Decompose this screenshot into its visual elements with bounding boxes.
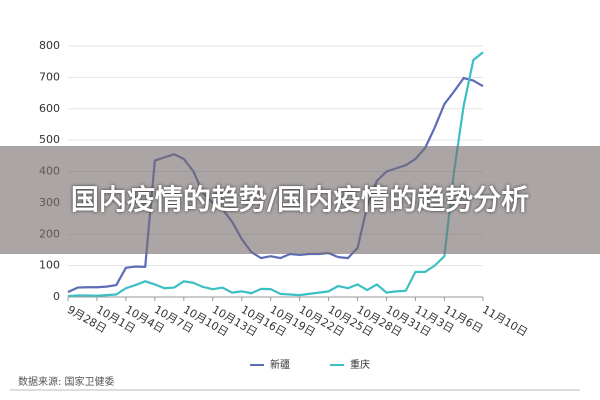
y-tick-label: 500 (39, 133, 60, 146)
legend-label: 新疆 (270, 358, 290, 371)
y-tick-label: 0 (53, 290, 60, 303)
y-tick-label: 100 (39, 259, 60, 272)
y-tick-label: 600 (39, 102, 60, 115)
y-tick-label: 800 (39, 39, 60, 52)
legend-label: 重庆 (350, 358, 370, 371)
series-line (67, 51, 484, 298)
banner: 国内疫情的趋势/国内疫情的趋势分析 (0, 146, 600, 254)
banner-title: 国内疫情的趋势/国内疫情的趋势分析 (70, 183, 530, 216)
y-tick-label: 700 (39, 70, 60, 83)
source-note: 数据来源: 国家卫健委 (18, 375, 115, 388)
x-tick-label: 11月10日 (480, 303, 530, 339)
